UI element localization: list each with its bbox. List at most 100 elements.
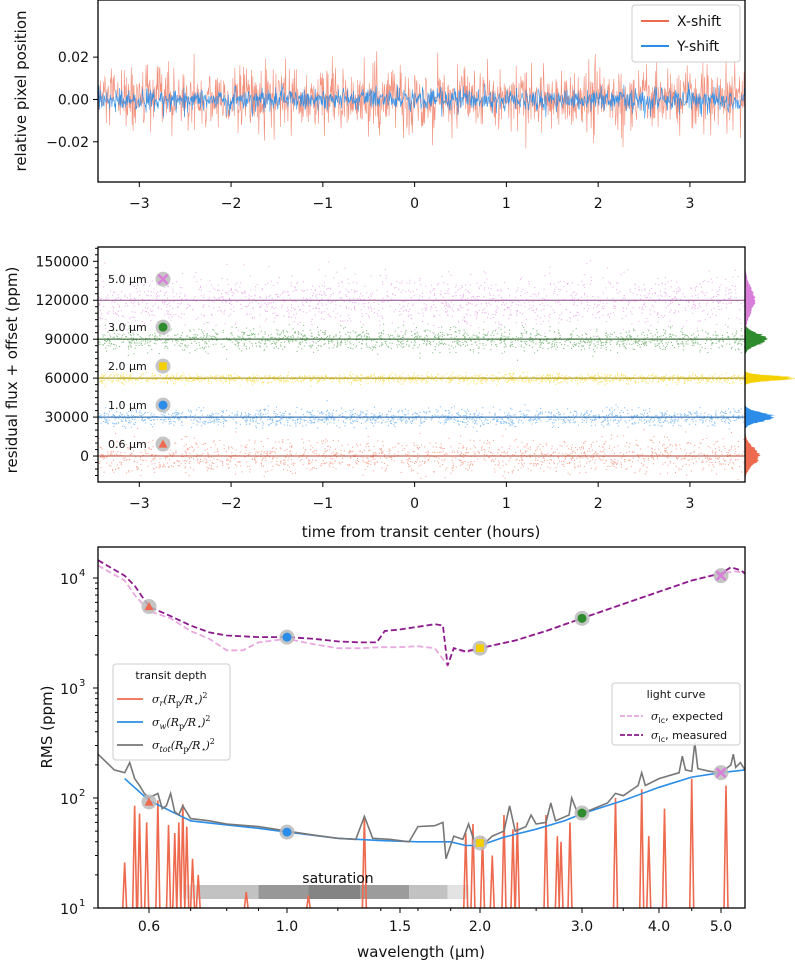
scatter-point [394,379,395,380]
scatter-point [452,414,453,415]
scatter-point [565,422,566,423]
scatter-point [109,376,110,377]
scatter-point [553,426,554,427]
x-tick-label: −2 [221,196,242,212]
scatter-point [508,380,509,381]
scatter-point [647,376,648,377]
scatter-point [115,375,116,376]
scatter-point [411,470,412,471]
scatter-point [609,375,610,376]
scatter-point [701,375,702,376]
scatter-point [311,468,312,469]
scatter-point [613,464,614,465]
scatter-point [601,343,602,344]
scatter-point [402,450,403,451]
scatter-point [601,460,602,461]
scatter-point [462,376,463,377]
scatter-point [536,379,537,380]
scatter-point [463,454,464,455]
scatter-point [120,379,121,380]
scatter-point [186,444,187,445]
scatter-point [605,441,606,442]
scatter-point [729,383,730,384]
scatter-point [416,380,417,381]
scatter-point [160,419,161,420]
scatter-point [426,380,427,381]
scatter-point [304,379,305,380]
scatter-point [594,453,595,454]
scatter-point [462,448,463,449]
scatter-point [633,451,634,452]
scatter-point [716,474,717,475]
scatter-point [420,461,421,462]
scatter-point [493,459,494,460]
scatter-point [178,341,179,342]
scatter-point [616,463,617,464]
scatter-point [224,419,225,420]
scatter-point [281,461,282,462]
scatter-point [468,411,469,412]
scatter-point [413,451,414,452]
scatter-point [301,348,302,349]
scatter-point [121,464,122,465]
scatter-point [390,421,391,422]
scatter-point [205,377,206,378]
scatter-point [449,438,450,439]
scatter-point [290,471,291,472]
scatter-point [436,381,437,382]
scatter-point [606,379,607,380]
scatter-point [218,421,219,422]
scatter-point [223,418,224,419]
scatter-point [529,382,530,383]
scatter-point [120,412,121,413]
scatter-point [204,421,205,422]
scatter-point [360,414,361,415]
scatter-point [308,462,309,463]
scatter-point [535,415,536,416]
scatter-point [493,440,494,441]
scatter-point [497,464,498,465]
scatter-point [471,377,472,378]
scatter-point [214,421,215,422]
scatter-point [418,379,419,380]
scatter-point [129,420,130,421]
scatter-point [573,422,574,423]
scatter-point [218,454,219,455]
scatter-point [287,470,288,471]
scatter-point [373,470,374,471]
scatter-point [492,459,493,460]
scatter-point [706,438,707,439]
scatter-point [526,410,527,411]
scatter-point [253,374,254,375]
scatter-point [135,422,136,423]
scatter-point [488,451,489,452]
scatter-point [738,441,739,442]
scatter-point [154,424,155,425]
scatter-point [225,381,226,382]
scatter-point [262,383,263,384]
scatter-point [581,413,582,414]
scatter-point [674,413,675,414]
scatter-point [670,461,671,462]
scatter-point [255,425,256,426]
scatter-point [368,450,369,451]
scatter-point [241,413,242,414]
scatter-point [408,453,409,454]
scatter-point [199,461,200,462]
scatter-point [377,440,378,441]
scatter-point [643,380,644,381]
scatter-point [260,453,261,454]
scatter-point [365,469,366,470]
scatter-point [671,451,672,452]
scatter-point [385,469,386,470]
scatter-point [458,344,459,345]
scatter-point [670,463,671,464]
scatter-point [463,463,464,464]
scatter-point [685,420,686,421]
scatter-point [423,411,424,412]
scatter-point [410,421,411,422]
scatter-point [258,451,259,452]
scatter-point [297,419,298,420]
scatter-point [606,349,607,350]
scatter-point [480,381,481,382]
